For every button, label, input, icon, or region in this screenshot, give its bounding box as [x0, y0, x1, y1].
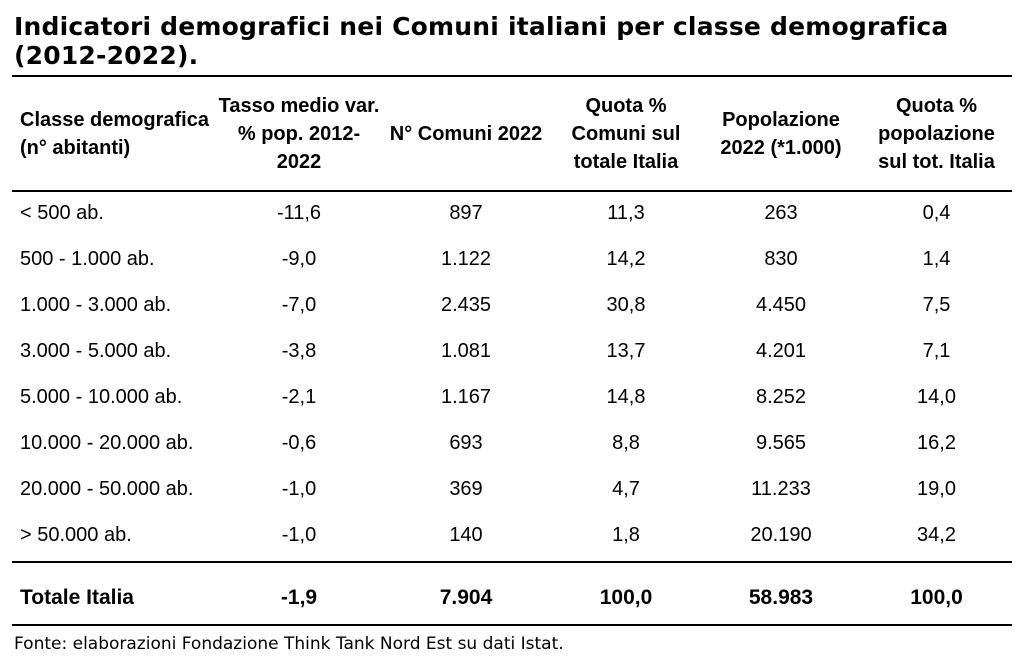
cell-quota-comuni: 100,0: [599, 586, 653, 609]
cell-popolazione: 4.450: [755, 293, 807, 316]
cell-quota-popolazione: 14,0: [917, 385, 956, 408]
table-title: Indicatori demografici nei Comuni italia…: [14, 12, 949, 70]
header-quota-comuni: Quota % Comuni sul totale Italia: [571, 94, 681, 173]
cell-comuni: 1.081: [440, 339, 492, 362]
cell-tasso: -7,0: [281, 293, 317, 316]
header-popolazione: Popolazione 2022 (*1.000): [720, 108, 842, 159]
cell-tasso: -9,0: [281, 247, 317, 270]
cell-quota-popolazione: 7,5: [922, 293, 951, 316]
top-rule: [12, 75, 1012, 77]
header-row: Classe demografica (n° abitanti) Tasso m…: [12, 77, 1012, 190]
bottom-rule: [12, 624, 1012, 626]
cell-popolazione: 20.190: [750, 523, 812, 546]
cell-quota-comuni: 4,7: [612, 477, 640, 500]
cell-tasso: -1,0: [281, 477, 317, 500]
cell-tasso: -11,6: [276, 201, 322, 224]
cell-comuni: 7.904: [439, 586, 493, 609]
table-row: 10.000 - 20.000 ab. -0,6 693 8,8 9.565 16,2: [12, 420, 1012, 466]
cell-comuni: 369: [449, 477, 483, 500]
cell-popolazione: 11.233: [751, 477, 811, 500]
source-note: Fonte: elaborazioni Fondazione Think Tan…: [14, 634, 564, 654]
cell-popolazione: 4.201: [755, 339, 807, 362]
cell-quota-popolazione: 7,1: [922, 339, 951, 362]
table-row: > 50.000 ab. -1,0 140 1,8 20.190 34,2: [12, 512, 1012, 558]
cell-quota-comuni: 14,8: [606, 385, 646, 408]
cell-classe: 500 - 1.000 ab.: [20, 247, 155, 270]
cell-classe: 1.000 - 3.000 ab.: [20, 293, 172, 316]
cell-popolazione: 58.983: [748, 586, 814, 609]
cell-tasso: -0,6: [281, 431, 317, 454]
header-quota-popolazione: Quota % popolazione sul tot. Italia: [878, 94, 995, 173]
cell-quota-comuni: 30,8: [606, 293, 646, 316]
header-classe: Classe demografica (n° abitanti): [20, 108, 209, 159]
cell-comuni: 693: [449, 431, 483, 454]
spacer-row: [12, 558, 1012, 568]
cell-quota-popolazione: 100,0: [910, 586, 963, 609]
header-rule: [12, 190, 1012, 192]
cell-tasso: -1,0: [281, 523, 317, 546]
cell-comuni: 1.122: [440, 247, 492, 270]
cell-quota-comuni: 1,8: [612, 523, 640, 546]
cell-tasso: -3,8: [281, 339, 317, 362]
cell-popolazione: 8.252: [755, 385, 807, 408]
cell-tasso: -1,9: [280, 586, 318, 609]
cell-quota-popolazione: 34,2: [917, 523, 956, 546]
total-row: Totale Italia -1,9 7.904 100,0 58.983 100,0: [12, 568, 1012, 628]
cell-quota-comuni: 13,7: [606, 339, 646, 362]
demographic-table: Classe demografica (n° abitanti) Tasso m…: [12, 77, 1012, 628]
cell-comuni: 140: [449, 523, 483, 546]
header-comuni: N° Comuni 2022: [389, 122, 543, 145]
cell-classe: 10.000 - 20.000 ab.: [20, 431, 194, 454]
cell-popolazione: 830: [764, 247, 798, 270]
table-row: 500 - 1.000 ab. -9,0 1.122 14,2 830 1,4: [12, 236, 1012, 282]
cell-popolazione: 263: [764, 201, 798, 224]
cell-classe: Totale Italia: [20, 586, 134, 609]
cell-quota-comuni: 11,3: [607, 201, 645, 224]
table-row: 5.000 - 10.000 ab. -2,1 1.167 14,8 8.252 14,0: [12, 374, 1012, 420]
table-row: 20.000 - 50.000 ab. -1,0 369 4,7 11.233 19,0: [12, 466, 1012, 512]
cell-classe: < 500 ab.: [20, 201, 104, 224]
cell-classe: 20.000 - 50.000 ab.: [20, 477, 194, 500]
table-row: < 500 ab. -11,6 897 11,3 263 0,4: [12, 190, 1012, 236]
cell-quota-comuni: 8,8: [612, 431, 640, 454]
cell-classe: 3.000 - 5.000 ab.: [20, 339, 172, 362]
cell-classe: > 50.000 ab.: [20, 523, 132, 546]
table-body: < 500 ab. -11,6 897 11,3 263 0,4 500 - 1.000 a…: [12, 190, 1012, 628]
spacer-cell: [12, 558, 1012, 568]
cell-classe: 5.000 - 10.000 ab.: [20, 385, 183, 408]
table-row: 3.000 - 5.000 ab. -3,8 1.081 13,7 4.201 7,1: [12, 328, 1012, 374]
header-tasso: Tasso medio var. % pop. 2012-2022: [218, 94, 380, 173]
cell-quota-popolazione: 19,0: [917, 477, 956, 500]
cell-comuni: 2.435: [440, 293, 492, 316]
cell-comuni: 897: [449, 201, 483, 224]
cell-quota-popolazione: 1,4: [922, 247, 951, 270]
total-rule: [12, 561, 1012, 563]
cell-comuni: 1.167: [440, 385, 492, 408]
cell-quota-popolazione: 16,2: [917, 431, 956, 454]
table-row: 1.000 - 3.000 ab. -7,0 2.435 30,8 4.450 7,5: [12, 282, 1012, 328]
cell-quota-comuni: 14,2: [606, 247, 646, 270]
cell-popolazione: 9.565: [755, 431, 807, 454]
cell-quota-popolazione: 0,4: [922, 201, 951, 224]
cell-tasso: -2,1: [281, 385, 317, 408]
